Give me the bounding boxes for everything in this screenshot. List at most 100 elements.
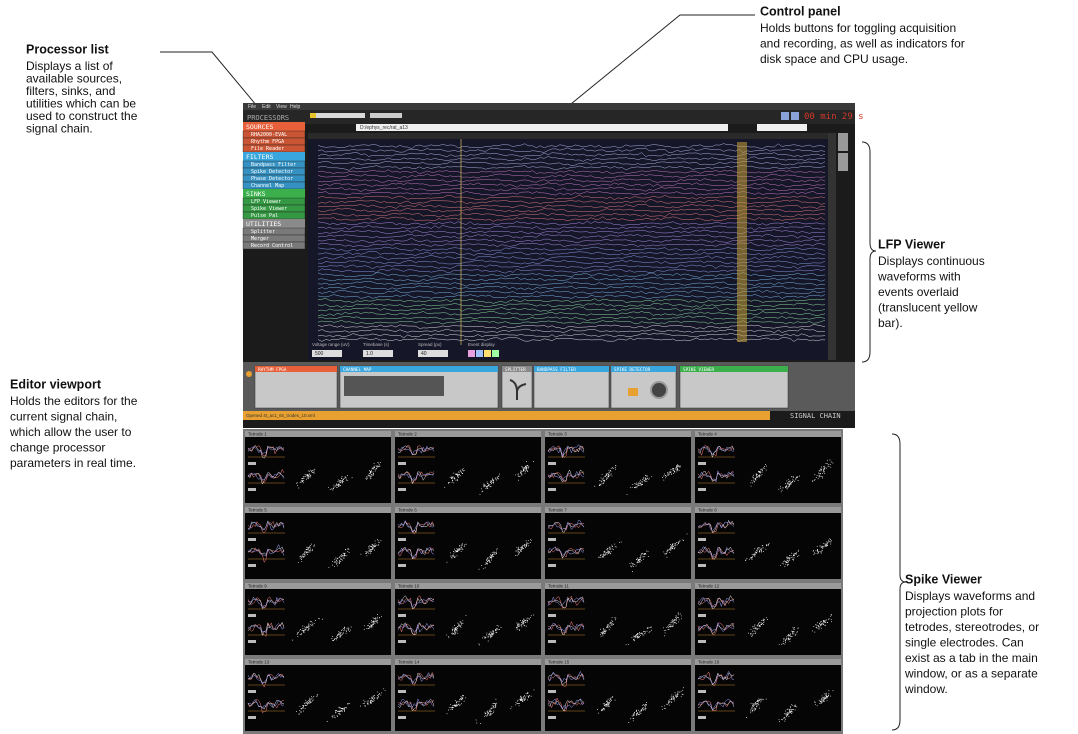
spike-point <box>822 548 824 549</box>
control-box[interactable] <box>312 350 342 357</box>
signal-chain-label[interactable]: SIGNAL CHAIN <box>790 412 841 420</box>
spike-point <box>305 699 307 701</box>
spike-point <box>337 637 339 639</box>
spike-point <box>497 625 499 627</box>
processor-name: RHA2000-EVAL <box>251 132 287 138</box>
spike-point <box>491 555 493 557</box>
processor-item[interactable] <box>242 241 306 250</box>
spike-point <box>761 473 763 475</box>
spike-point <box>827 545 829 547</box>
spike-point <box>830 695 832 697</box>
spike-point <box>823 468 825 470</box>
spike-point <box>636 714 637 715</box>
spike-point <box>791 558 793 560</box>
spike-point <box>636 636 638 638</box>
spike-point <box>368 549 370 551</box>
spike-point <box>605 552 607 554</box>
spike-point <box>483 568 485 570</box>
spike-point <box>825 693 827 695</box>
spike-point <box>785 718 786 720</box>
waveform <box>397 622 435 633</box>
menu-item[interactable]: View <box>276 104 287 110</box>
spike-point <box>342 552 344 554</box>
spike-point <box>464 544 466 546</box>
spike-point <box>307 470 309 472</box>
spike-point <box>495 477 496 479</box>
spike-point <box>670 471 672 473</box>
spike-point <box>760 468 762 470</box>
lfp-tab[interactable] <box>838 153 848 171</box>
spike-point <box>453 629 455 631</box>
spike-point <box>676 544 678 546</box>
spike-point <box>521 474 523 476</box>
spike-point <box>449 482 451 484</box>
spike-point <box>518 626 520 628</box>
event-toggle[interactable] <box>468 350 475 357</box>
event-toggle[interactable] <box>492 350 499 357</box>
spike-point <box>637 633 638 634</box>
spike-point <box>497 629 499 631</box>
spike-point <box>789 559 791 561</box>
spike-point <box>493 710 495 712</box>
spike-point <box>335 484 337 486</box>
spike-point <box>303 710 305 712</box>
annotation-text: bar). <box>878 316 903 330</box>
spike-point <box>455 479 457 481</box>
spike-point <box>611 619 613 621</box>
spike-point <box>670 701 672 703</box>
menu-item[interactable]: Edit <box>262 104 271 110</box>
spike-point <box>308 475 310 476</box>
spike-point <box>459 622 461 624</box>
spike-point <box>762 620 764 622</box>
spike-point <box>637 636 639 638</box>
range-box <box>398 716 406 719</box>
spike-point <box>642 478 644 480</box>
spike-point <box>748 558 750 560</box>
spike-point <box>521 622 522 624</box>
lfp-tab[interactable] <box>838 133 848 151</box>
control-box[interactable] <box>363 350 393 357</box>
play-button[interactable] <box>781 112 789 120</box>
spike-point <box>308 700 310 701</box>
range-box <box>548 488 556 491</box>
spike-point <box>816 552 818 554</box>
spike-point <box>821 621 823 623</box>
spike-point <box>460 550 462 552</box>
tetrode-panel <box>395 507 541 579</box>
annotation-text: Displays continuous <box>878 254 985 268</box>
record-button[interactable] <box>791 112 799 120</box>
spike-point <box>792 476 794 478</box>
spike-point <box>602 557 604 558</box>
spike-point <box>594 485 596 487</box>
spike-point <box>786 556 788 558</box>
spike-point <box>793 553 795 555</box>
spike-point <box>823 543 825 544</box>
spike-point <box>786 716 787 717</box>
waveform <box>547 445 585 459</box>
spike-point <box>519 699 521 701</box>
spike-point <box>672 544 674 545</box>
spike-point <box>370 627 372 629</box>
spike-point <box>675 695 676 697</box>
spike-point <box>309 625 311 627</box>
spike-point <box>768 544 769 545</box>
spike-point <box>610 697 612 699</box>
control-box[interactable] <box>418 350 448 357</box>
menu-item[interactable]: File <box>248 104 256 110</box>
spike-point <box>601 478 603 480</box>
spike-point <box>486 481 488 483</box>
viewport-button[interactable] <box>246 371 252 377</box>
event-toggle[interactable] <box>484 350 491 357</box>
spike-point <box>518 702 519 704</box>
spike-point <box>602 556 604 558</box>
event-toggle[interactable] <box>476 350 483 357</box>
spike-point <box>301 708 302 710</box>
menu-item[interactable]: Help <box>290 104 301 110</box>
spike-point <box>527 692 529 694</box>
spike-point <box>488 560 490 561</box>
spike-point <box>603 551 605 553</box>
spike-point <box>372 696 374 698</box>
spike-point <box>827 618 829 620</box>
spike-point <box>456 703 458 705</box>
spike-point <box>376 622 378 624</box>
